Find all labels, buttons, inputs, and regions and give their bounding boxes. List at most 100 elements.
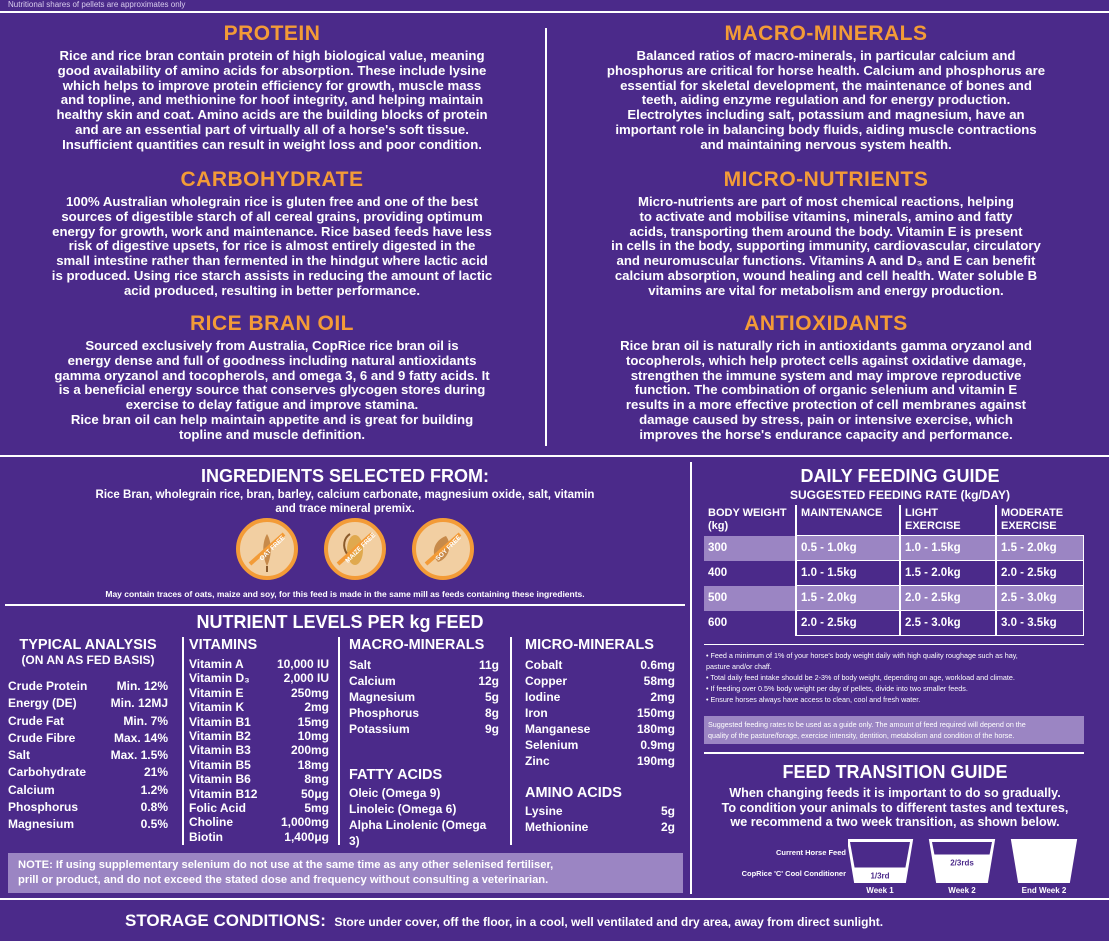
- nutrient-value: Min. 12MJ: [110, 696, 168, 711]
- table-cell: 2.0 - 2.5kg: [995, 560, 1084, 586]
- nutrient-row: Lysine 5g: [525, 803, 675, 819]
- table-row: 300 0.5 - 1.0kg 1.0 - 1.5kg 1.5 - 2.0kg: [704, 535, 1084, 561]
- nutrient-value: 5g: [484, 690, 499, 704]
- nutrient-name: Calcium: [349, 674, 396, 688]
- header-maintenance: MAINTENANCE: [795, 505, 900, 536]
- nutrient-name: Zinc: [525, 754, 550, 768]
- table-cell: 1.0 - 1.5kg: [899, 535, 997, 561]
- nutrient-row: Vitamin B12 50μg: [189, 787, 329, 801]
- nutrient-value: 10,000 IU: [276, 657, 329, 671]
- nutrient-name: Crude Fibre: [8, 730, 76, 745]
- text-line: tocopherols, which help protect cells ag…: [625, 352, 1027, 368]
- nutrient-name: Magnesium: [8, 817, 75, 832]
- nutrient-row: Calcium 12g: [349, 673, 499, 689]
- transition-guide: FEED TRANSITION GUIDE When changing feed…: [700, 762, 1090, 830]
- text-line: acid produced, resulting in better perfo…: [123, 282, 421, 298]
- nutrient-row: Energy (DE) Min. 12MJ: [8, 695, 168, 712]
- text-line: gamma oryzanol and tocopherols, and omeg…: [54, 367, 490, 383]
- nutrient-row: Linoleic (Omega 6): [349, 801, 499, 817]
- bucket-diagram: 1/3rd Week 1 2/3rds Week 2 End Week 2: [846, 839, 1078, 895]
- header-light-exercise: LIGHT EXERCISE: [899, 505, 996, 536]
- nutrient-row: Vitamin D₃ 2,000 IU: [189, 671, 329, 685]
- nutrient-value: 11g: [478, 658, 499, 672]
- nutrient-row: Copper 58mg: [525, 673, 675, 689]
- antioxidants-text: Rice bran oil is naturally rich in antio…: [565, 338, 1087, 443]
- nutrient-value: 9g: [484, 722, 499, 736]
- nutrient-row: Crude Protein Min. 12%: [8, 678, 168, 695]
- nutrient-name: Potassium: [349, 722, 410, 736]
- nutrient-name: Vitamin B5: [189, 757, 251, 772]
- nutrient-value: 2mg: [304, 700, 329, 715]
- nutrient-name: Oleic (Omega 9): [349, 786, 441, 800]
- transition-text: When changing feeds it is important to d…: [700, 786, 1090, 830]
- nutrient-name: Crude Fat: [8, 713, 65, 728]
- text-line: energy dense and full of goodness includ…: [67, 352, 477, 368]
- header-body-weight: BODY WEIGHT (kg): [708, 507, 787, 532]
- table-cell: 2.5 - 3.0kg: [995, 585, 1084, 611]
- nutrient-name: Vitamin B1: [189, 714, 251, 729]
- nutrient-name: Salt: [8, 748, 31, 763]
- table-cell: 0.5 - 1.0kg: [795, 535, 901, 561]
- protein-title: PROTEIN: [223, 22, 321, 45]
- nutrient-value: 0.6mg: [640, 658, 675, 672]
- bullet-item: • If feeding over 0.5% body weight per d…: [706, 684, 968, 693]
- transition-divider: [704, 752, 1084, 754]
- nutrient-divider: [182, 637, 184, 845]
- text-line: vitamins are vital for metabolism and en…: [648, 282, 1004, 298]
- nutrient-row: Vitamin K 2mg: [189, 700, 329, 714]
- column-divider: [545, 28, 547, 446]
- legend-current: Current Horse Feed: [775, 848, 846, 857]
- bucket-fill-label: 2/3rds: [950, 859, 974, 868]
- nutrient-value: 21%: [143, 765, 168, 780]
- text-line: essential for skeletal development, the …: [620, 77, 1032, 93]
- text-line: quality of the pasture/forage, exercise …: [708, 731, 1015, 740]
- micro-nutrients-section: MICRO-NUTRIENTS Micro-nutrients are part…: [565, 168, 1087, 299]
- text-line: is a beneficial energy source that conse…: [58, 382, 486, 398]
- text-line: which helps to improve protein efficienc…: [62, 77, 482, 93]
- vitamins: VITAMINS Vitamin A 10,000 IU Vitamin D₃ 2,0…: [189, 637, 329, 844]
- section-divider: [0, 455, 1109, 457]
- macro-minerals-table: MACRO-MINERALS Salt 11g Calcium 12g Magnesiu…: [349, 637, 499, 849]
- antioxidants-section: ANTIOXIDANTS Rice bran oil is naturally …: [565, 312, 1087, 443]
- nutrient-row: Choline 1,000mg: [189, 815, 329, 829]
- bullet-item: • Ensure horses always have access to cl…: [706, 695, 921, 704]
- nutrient-name: Calcium: [8, 782, 55, 797]
- text-line: Sourced exclusively from Australia, CopR…: [85, 338, 459, 353]
- table-cell: 600: [704, 610, 796, 636]
- nutrient-row: Alpha Linolenic (Omega 3): [349, 817, 499, 849]
- nutrient-name: Selenium: [525, 738, 579, 752]
- bucket-fill-label: 1/3rd: [870, 871, 889, 880]
- nutrient-row: Magnesium 0.5%: [8, 816, 168, 833]
- nutrient-name: Manganese: [525, 722, 591, 736]
- nutrient-value: 200mg: [290, 743, 329, 758]
- nutrient-divider: [338, 637, 340, 845]
- table-row: 500 1.5 - 2.0kg 2.0 - 2.5kg 2.5 - 3.0kg: [704, 585, 1084, 611]
- nutrient-value: 1,000mg: [280, 815, 329, 830]
- nutrient-name: Folic Acid: [189, 801, 246, 816]
- macro-minerals-title: MACRO-MINERALS: [724, 22, 928, 45]
- text-line: important role in balancing body fluids,…: [615, 121, 1037, 137]
- vitamins-rows: Vitamin A 10,000 IU Vitamin D₃ 2,000 IU Vita…: [189, 657, 329, 844]
- text-line: teeth, aiding enzyme regulation and for …: [641, 92, 1011, 108]
- nutrient-value: 2,000 IU: [283, 671, 329, 686]
- text-line: improves the horse's endurance capacity …: [639, 426, 1013, 442]
- typical-analysis-rows: Crude Protein Min. 12% Energy (DE) Min. 12M…: [8, 678, 168, 834]
- text-line: strengthen the immune system and may imp…: [630, 367, 1022, 383]
- oat-free-label: OAT FREE: [259, 534, 287, 562]
- text-line: exercise to delay fatigue and improve st…: [125, 397, 419, 413]
- table-bottom-rule: [704, 644, 1084, 645]
- feeding-bullets: • Feed a minimum of 1% of your horse's b…: [706, 650, 1086, 705]
- table-cell: 1.5 - 2.0kg: [899, 560, 997, 586]
- nutrient-name: Iron: [525, 706, 548, 720]
- text-line: sources of digestible starch of all cere…: [61, 208, 483, 224]
- carbohydrate-text: 100% Australian wholegrain rice is glute…: [12, 194, 532, 299]
- nutrient-value: 150mg: [636, 706, 675, 720]
- oat-icon: OAT FREE: [248, 532, 287, 572]
- micro-nutrients-title: MICRO-NUTRIENTS: [723, 168, 929, 191]
- nutrient-row: Cobalt 0.6mg: [525, 657, 675, 673]
- text-line: prill or product, and do not exceed the …: [18, 874, 549, 886]
- text-line: Electrolytes including salt, potassium a…: [627, 107, 1025, 123]
- nutrient-name: Lysine: [525, 804, 563, 818]
- table-cell: 3.0 - 3.5kg: [995, 610, 1084, 636]
- macro-minerals-text: Balanced ratios of macro-minerals, in pa…: [565, 48, 1087, 153]
